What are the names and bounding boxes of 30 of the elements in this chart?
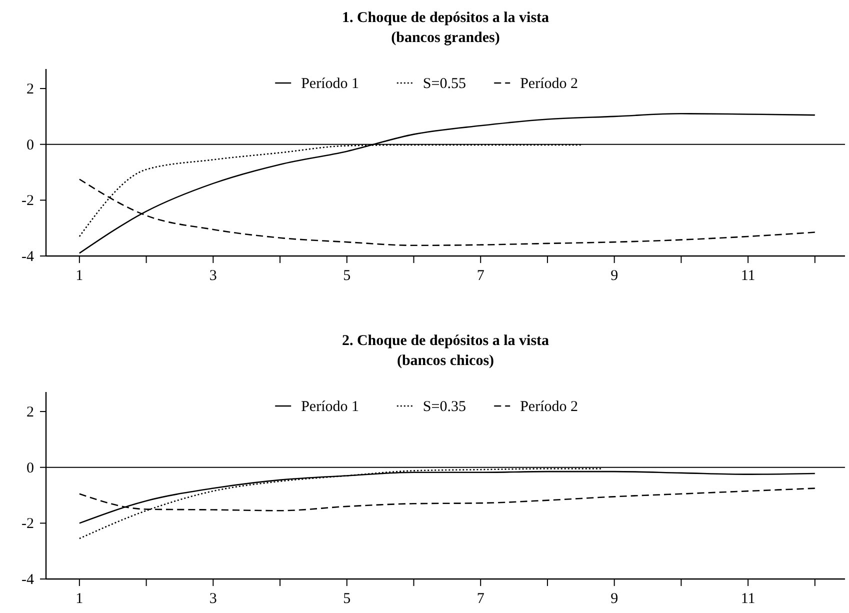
legend-label: S=0.35 — [422, 399, 466, 415]
y-tick-label: -4 — [22, 249, 34, 265]
x-tick-label: 11 — [740, 268, 756, 284]
legend-label: Período 2 — [520, 76, 578, 92]
x-tick-label: 5 — [343, 591, 351, 607]
y-tick-label: 0 — [26, 460, 34, 476]
legend-label: S=0.55 — [422, 76, 466, 92]
x-tick-label: 1 — [76, 591, 84, 607]
x-tick-label: 5 — [343, 268, 351, 284]
x-tick-label: 3 — [209, 591, 217, 607]
y-tick-label: -2 — [22, 516, 34, 532]
chart-subtitle: (bancos grandes) — [391, 30, 500, 46]
x-tick-label: 1 — [76, 268, 84, 284]
legend-label: Período 1 — [301, 399, 360, 415]
x-tick-label: 9 — [610, 591, 618, 607]
y-tick-label: 2 — [26, 404, 34, 421]
chart-title: 2. Choque de depósitos a la vista — [342, 333, 550, 349]
y-tick-label: 2 — [26, 82, 34, 98]
x-tick-label: 9 — [610, 268, 618, 284]
x-tick-label: 3 — [209, 268, 217, 284]
x-tick-label: 11 — [740, 591, 756, 607]
chart-title: 1. Choque de depósitos a la vista — [342, 10, 550, 26]
y-tick-label: 0 — [26, 137, 34, 154]
y-tick-label: -4 — [22, 572, 34, 588]
y-tick-label: -2 — [22, 193, 34, 210]
legend-label: Período 1 — [301, 76, 360, 92]
legend-label: Período 2 — [520, 399, 578, 415]
x-tick-label: 7 — [476, 591, 485, 607]
chart-subtitle: (bancos chicos) — [396, 353, 494, 369]
x-tick-label: 7 — [476, 268, 485, 284]
